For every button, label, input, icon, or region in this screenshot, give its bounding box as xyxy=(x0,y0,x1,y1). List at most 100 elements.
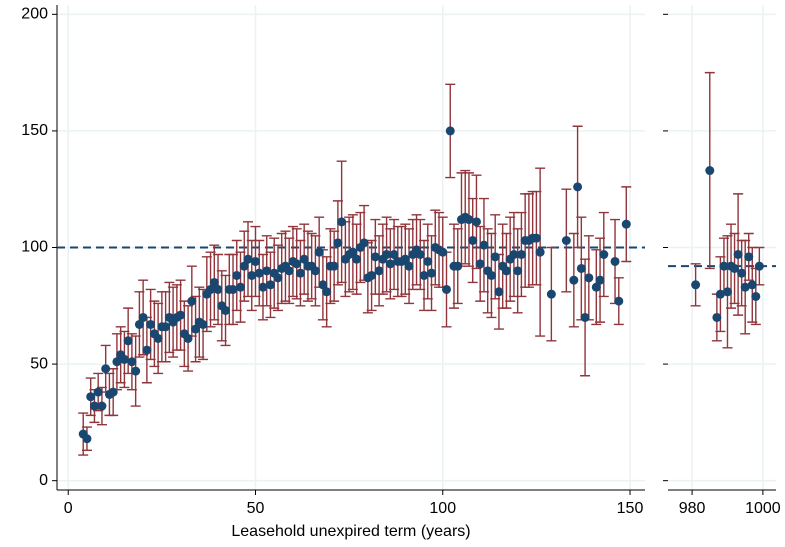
point xyxy=(730,263,740,273)
point xyxy=(314,247,324,257)
point xyxy=(614,296,624,306)
point xyxy=(423,256,433,266)
point xyxy=(198,319,208,329)
point xyxy=(153,333,163,343)
point xyxy=(747,280,757,290)
point xyxy=(382,249,392,259)
y-tick-label: 150 xyxy=(21,122,48,139)
point xyxy=(370,252,380,262)
point xyxy=(471,217,481,227)
point xyxy=(367,270,377,280)
point xyxy=(82,434,92,444)
point xyxy=(722,287,732,297)
point xyxy=(621,219,631,229)
x-tick-label: 980 xyxy=(679,500,706,517)
point xyxy=(569,275,579,285)
x-tick-label: 0 xyxy=(64,500,73,517)
point xyxy=(385,259,395,269)
point xyxy=(389,249,399,259)
point xyxy=(516,249,526,259)
point xyxy=(127,357,137,367)
point xyxy=(221,305,231,315)
point xyxy=(419,270,429,280)
point xyxy=(239,261,249,271)
point xyxy=(494,287,504,297)
point xyxy=(247,270,257,280)
point xyxy=(93,387,103,397)
point xyxy=(146,319,156,329)
point xyxy=(176,310,186,320)
point xyxy=(442,284,452,294)
point xyxy=(352,254,362,264)
point xyxy=(475,259,485,269)
point xyxy=(333,238,343,248)
point xyxy=(535,247,545,257)
point xyxy=(561,236,571,246)
point xyxy=(310,266,320,276)
point xyxy=(329,261,339,271)
point xyxy=(740,282,750,292)
point xyxy=(134,319,144,329)
point xyxy=(348,247,358,257)
x-tick-label: 150 xyxy=(617,500,644,517)
point xyxy=(284,266,294,276)
y-tick-label: 100 xyxy=(21,239,48,256)
point xyxy=(715,289,725,299)
point xyxy=(374,266,384,276)
point xyxy=(513,266,523,276)
point xyxy=(254,268,264,278)
x-axis-label: Leasehold unexpired term (years) xyxy=(231,523,470,540)
point xyxy=(479,240,489,250)
point xyxy=(265,280,275,290)
point xyxy=(486,270,496,280)
x-tick-label: 1000 xyxy=(745,500,781,517)
point xyxy=(183,333,193,343)
point xyxy=(209,277,219,287)
point xyxy=(576,263,586,273)
point xyxy=(119,354,129,364)
point xyxy=(228,284,238,294)
point xyxy=(501,266,511,276)
point xyxy=(138,312,148,322)
point xyxy=(415,249,425,259)
point xyxy=(438,247,448,257)
point xyxy=(573,182,583,192)
point xyxy=(705,166,715,176)
point xyxy=(754,261,764,271)
point xyxy=(595,275,605,285)
point xyxy=(337,217,347,227)
point xyxy=(191,324,201,334)
point xyxy=(243,254,253,264)
point xyxy=(691,280,701,290)
point xyxy=(161,322,171,332)
point xyxy=(108,387,118,397)
point xyxy=(610,256,620,266)
point xyxy=(187,296,197,306)
point xyxy=(232,270,242,280)
point xyxy=(400,254,410,264)
point xyxy=(464,215,474,225)
point xyxy=(295,268,305,278)
point xyxy=(142,345,152,355)
point xyxy=(273,273,283,283)
point xyxy=(719,261,729,271)
point xyxy=(359,238,369,248)
point xyxy=(258,282,268,292)
x-tick-label: 50 xyxy=(247,500,265,517)
y-tick-label: 200 xyxy=(21,6,48,23)
point xyxy=(206,284,216,294)
point xyxy=(599,249,609,259)
point xyxy=(453,261,463,271)
point xyxy=(490,252,500,262)
point xyxy=(591,282,601,292)
point xyxy=(86,392,96,402)
point xyxy=(546,289,556,299)
point xyxy=(97,401,107,411)
point xyxy=(322,287,332,297)
point xyxy=(112,357,122,367)
point xyxy=(213,284,223,294)
point xyxy=(584,273,594,283)
point xyxy=(445,126,455,136)
point xyxy=(737,268,747,278)
